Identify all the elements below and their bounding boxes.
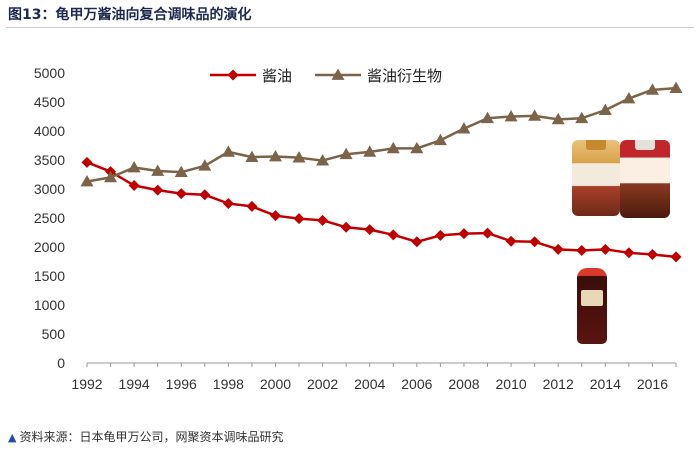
legend-soy-sauce-label: 酱油: [262, 67, 292, 85]
y-tick-label: 3500: [34, 152, 65, 168]
soy-derivatives-point: [433, 133, 447, 146]
x-axis: 1992 1994 1996 1998 2000 2002 2004 2006 2008 2010…: [71, 362, 677, 392]
y-tick-label: 1500: [34, 268, 65, 284]
x-tick-label: 2012: [543, 376, 574, 392]
soy-derivatives-point: [622, 92, 636, 104]
y-tick-label: 4500: [34, 94, 65, 110]
soy-sauce-point: [199, 189, 211, 201]
x-tick-label: 2004: [354, 376, 385, 392]
soy-sauce-point: [434, 229, 446, 241]
y-tick-label: 0: [57, 355, 65, 371]
x-tick-label: 2000: [260, 376, 291, 392]
x-tick-label: 1998: [213, 376, 244, 392]
soy-derivatives-point: [151, 164, 165, 176]
soy-derivatives-point: [316, 154, 330, 166]
line-chart: 0 500 1000 1500 2000 2500 3000 3500 4000 4500 5000…: [34, 65, 683, 392]
soy-sauce-point: [269, 210, 281, 222]
series-group: [80, 81, 683, 263]
soy-derivatives-point: [127, 161, 141, 173]
soy-sauce-point: [576, 244, 588, 256]
soy-sauce-point: [623, 247, 635, 259]
figure-title: 图13：龟甲万酱油向复合调味品的演化: [8, 7, 252, 23]
source-note: ▲ 资料来源：日本龟甲万公司，网聚资本调味品研究: [8, 428, 283, 445]
soy-sauce-point: [458, 228, 470, 240]
soy-sauce-point: [81, 156, 93, 168]
y-tick-label: 2500: [34, 210, 65, 226]
source-text: 资料来源：日本龟甲万公司，网聚资本调味品研究: [19, 430, 284, 444]
soy-derivatives-point: [575, 111, 589, 124]
x-tick-label: 1996: [166, 376, 197, 392]
soy-sauce-point: [340, 221, 352, 233]
soy-derivatives-point: [292, 151, 306, 163]
y-tick-label: 3000: [34, 181, 65, 197]
soy-derivatives-point: [104, 170, 118, 183]
soy-sauce-point: [411, 236, 423, 248]
soy-derivatives-point: [410, 141, 424, 154]
soy-sauce-point: [293, 213, 305, 225]
y-tick-label: 5000: [34, 65, 65, 81]
soy-sauce-point: [670, 251, 682, 263]
soy-derivatives-point: [528, 109, 542, 121]
legend-soy-sauce-marker: [227, 69, 239, 81]
soy-sauce-bottle-image: [577, 268, 607, 344]
triangle-icon: ▲: [8, 431, 17, 444]
soy-derivatives-point: [221, 145, 235, 157]
soy-sauce-point: [387, 229, 399, 241]
soy-derivatives-point: [645, 83, 659, 95]
soy-sauce-point: [646, 249, 658, 261]
soy-derivatives-point: [457, 122, 471, 134]
x-tick-label: 2010: [496, 376, 527, 392]
yakiniku-sauce-bottle-image: [620, 140, 670, 218]
soy-sauce-point: [152, 184, 164, 196]
title-divider: [6, 27, 694, 28]
legend-soy-derivatives-marker: [331, 68, 345, 80]
soy-derivatives-point: [245, 150, 259, 162]
soy-sauce-point: [222, 198, 234, 209]
soy-derivatives-point: [174, 165, 188, 178]
x-tick-label: 2016: [637, 376, 668, 392]
legend: 酱油 酱油衍生物: [210, 67, 442, 85]
x-tick-label: 2006: [401, 376, 432, 392]
soy-derivatives-point: [363, 145, 377, 157]
x-tick-label: 2014: [590, 376, 621, 392]
y-tick-label: 2000: [34, 239, 65, 255]
soy-derivatives-point: [669, 81, 683, 93]
soy-sauce-point: [128, 180, 140, 192]
soy-derivatives-point: [386, 141, 400, 154]
soy-derivatives-point: [598, 103, 612, 115]
soy-derivatives-point: [268, 150, 282, 162]
soy-derivatives-line: [86, 86, 677, 183]
soy-derivatives-point: [198, 159, 212, 171]
soy-derivatives-point: [504, 110, 518, 122]
soy-derivatives-point: [551, 112, 565, 125]
soy-sauce-point: [317, 214, 329, 226]
soy-sauce-point: [505, 235, 517, 247]
x-tick-label: 2008: [448, 376, 479, 392]
soy-derivatives-point: [481, 111, 495, 124]
soy-sauce-point: [175, 188, 187, 200]
x-tick-label: 2002: [307, 376, 338, 392]
soy-sauce-point: [552, 243, 564, 255]
soy-sauce-point: [364, 224, 376, 236]
soy-sauce-point: [482, 227, 494, 239]
y-tick-label: 4000: [34, 123, 65, 139]
legend-soy-derivatives-label: 酱油衍生物: [367, 67, 442, 85]
soy-derivatives-point: [339, 147, 353, 160]
y-tick-label: 1000: [34, 297, 65, 313]
x-tick-label: 1992: [71, 376, 102, 392]
soy-sauce-point: [529, 236, 541, 248]
soy-sauce-point: [599, 243, 611, 255]
x-tick-label: 1994: [119, 376, 150, 392]
tsuyu-bottle-image: [572, 140, 620, 216]
y-tick-label: 500: [42, 326, 66, 342]
soy-derivatives-point: [80, 174, 94, 187]
y-axis: 0 500 1000 1500 2000 2500 3000 3500 4000 4500 5000: [34, 65, 65, 371]
soy-sauce-point: [246, 200, 258, 212]
